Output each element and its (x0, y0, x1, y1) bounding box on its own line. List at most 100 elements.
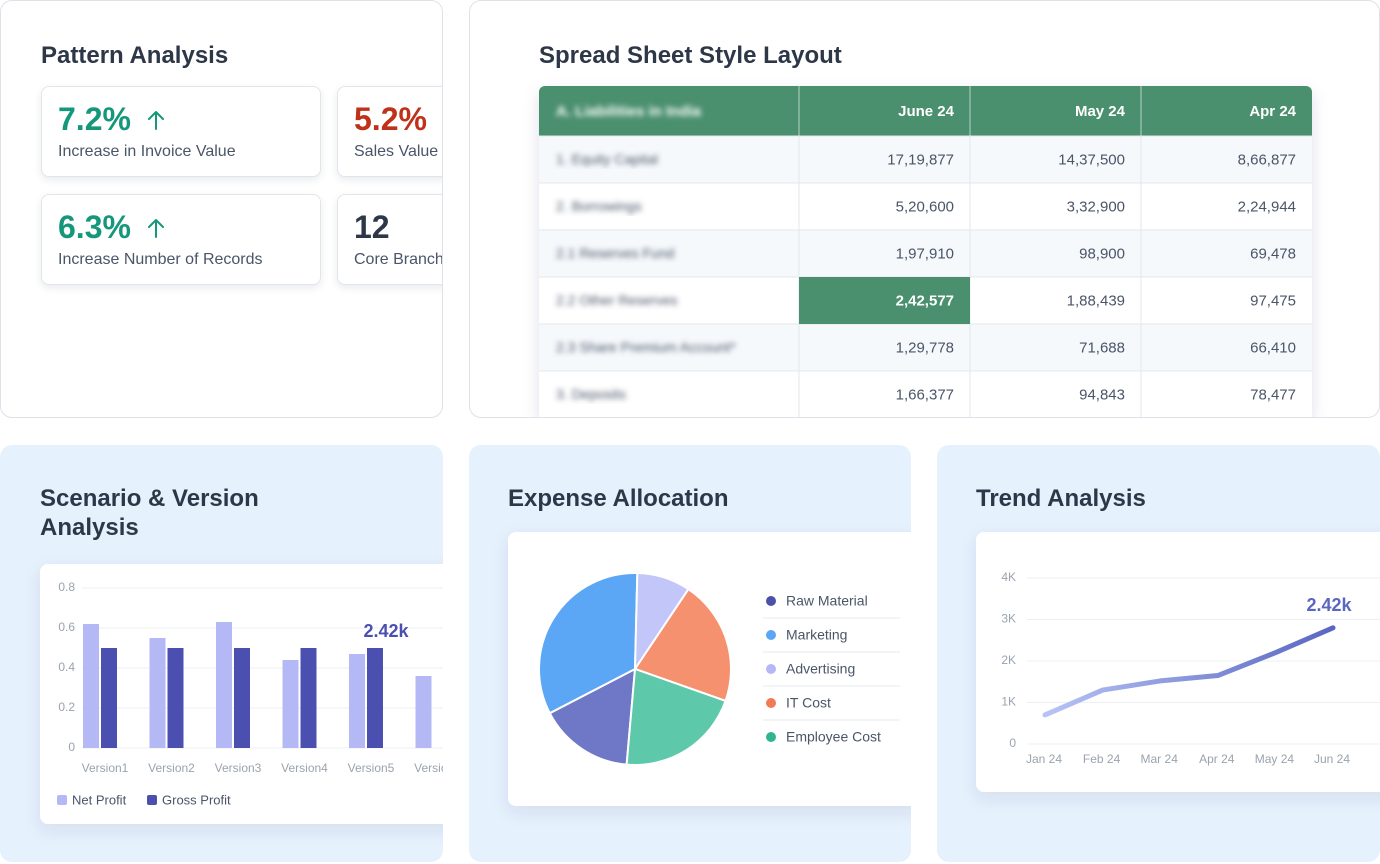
table-cell: 3,32,900 (1067, 198, 1125, 215)
legend-swatch (766, 698, 776, 708)
kpi-number: 5.2% (354, 101, 427, 137)
kpi-number: 6.3% (58, 209, 131, 245)
y-tick-label: 0 (1009, 736, 1016, 750)
table-row-bg (539, 324, 1312, 371)
table-cell: 17,19,877 (887, 151, 954, 168)
annotation: 2.42k (363, 621, 409, 641)
legend-swatch (147, 795, 157, 805)
header-cell: A. Liabilities in India (556, 103, 702, 120)
table-cell: 66,410 (1250, 339, 1296, 356)
y-tick-label: 3K (1001, 612, 1016, 626)
kpi-number: 12 (354, 209, 390, 245)
kpi-label: Core Branch (354, 251, 443, 268)
bar (101, 648, 117, 748)
kpi-label: Increase in Invoice Value (58, 143, 236, 160)
legend-label: Gross Profit (162, 792, 231, 807)
kpi-label: Sales Value (354, 143, 439, 160)
annotation: 2.42k (1306, 595, 1352, 615)
table-cell: 97,475 (1250, 292, 1296, 309)
table-cell: 71,688 (1079, 339, 1125, 356)
pattern-panel: Pattern Analysis 7.2% Increase in Invoice… (0, 0, 443, 418)
y-tick-label: 0.4 (58, 660, 75, 674)
bar (349, 654, 365, 748)
table-cell: 1,88,439 (1067, 292, 1125, 309)
y-tick-label: 4K (1001, 570, 1016, 584)
table-cell: 2,24,944 (1238, 198, 1296, 215)
legend-label: Advertising (786, 661, 855, 677)
y-tick-label: 2K (1001, 653, 1016, 667)
legend-swatch (766, 596, 776, 606)
table-cell: 98,900 (1079, 245, 1125, 262)
table-row-bg (539, 183, 1312, 230)
table-cell: 2.3 Share Premium Account* (556, 339, 736, 355)
panel-title: Trend Analysis (976, 485, 1146, 512)
x-tick-label: Apr 24 (1199, 752, 1235, 766)
table-row-bg (539, 136, 1312, 183)
trend-line (1042, 625, 1336, 718)
pie-slice (625, 667, 727, 766)
bar (167, 648, 184, 748)
header-cell: Apr 24 (1249, 103, 1296, 120)
table-header-bg (539, 96, 1312, 136)
arrow-up-icon (147, 218, 164, 238)
bar (282, 660, 299, 748)
legend-label: Employee Cost (786, 729, 881, 745)
bar (367, 648, 383, 748)
table-row-bg (539, 371, 1312, 417)
kpi-card: 7.2% Increase in Invoice Value (41, 86, 321, 177)
arrow-shape (147, 110, 164, 130)
panel-title: Spread Sheet Style Layout (539, 42, 842, 69)
kpi-label: Increase Number of Records (58, 251, 263, 268)
x-tick-label: Jan 24 (1026, 752, 1062, 766)
table-cell: 5,20,600 (896, 198, 954, 215)
table-cell: 94,843 (1079, 386, 1125, 403)
highlight-cell (799, 277, 970, 324)
legend-swatch (766, 664, 776, 674)
bar-svg: 0 0.2 0.4 0.6 0.8 Version1 Version2 Version3 Ver… (40, 564, 443, 824)
bar (83, 624, 99, 748)
arrow-shape (147, 218, 164, 238)
x-tick-label: Version4 (281, 761, 328, 775)
table-svg: A. Liabilities in India June 24 May 24 Apr … (539, 86, 1312, 417)
kpi-value: 6.3% (58, 209, 167, 246)
table-cell: 1,66,377 (896, 386, 954, 403)
table-cell: 2.2 Other Reserves (556, 292, 677, 308)
legend-swatch (766, 630, 776, 640)
kpi-card: 6.3% Increase Number of Records (41, 194, 321, 285)
kpi-value: 12 (354, 209, 390, 246)
bar (149, 638, 166, 748)
legend-swatch (766, 732, 776, 742)
spreadsheet-panel: A. Liabilities in India June 24 May 24 Apr … (469, 0, 1380, 418)
y-tick-label: 0.2 (58, 700, 75, 714)
kpi-value: 7.2% (58, 101, 167, 138)
x-tick-label: May 24 (1255, 752, 1295, 766)
chart-card (976, 532, 1380, 792)
pie-panel: Raw Material Marketing Advertising IT Cost E… (469, 445, 911, 862)
table-cell: 1. Equity Capital (556, 151, 658, 167)
y-tick-label: 0.8 (58, 580, 75, 594)
kpi-value: 5.2% (354, 101, 427, 138)
y-tick-label: 0.6 (58, 620, 75, 634)
panel-title: Expense Allocation (508, 485, 729, 512)
table-row-bg (539, 230, 1312, 277)
bar (234, 648, 250, 748)
table-cell: 2,42,577 (896, 292, 954, 309)
table-cell: 1,29,778 (896, 339, 954, 356)
table-cell: 2. Borrowings (556, 198, 642, 214)
x-tick-label: Version6 (414, 761, 443, 775)
x-tick-label: Feb 24 (1083, 752, 1121, 766)
legend-label: IT Cost (786, 695, 831, 711)
x-tick-label: Jun 24 (1314, 752, 1350, 766)
bar (300, 648, 317, 748)
panel-title: Scenario & Version Analysis (40, 485, 259, 541)
legend-label: Marketing (786, 627, 847, 643)
x-tick-label: Version2 (148, 761, 195, 775)
table-cell: 14,37,500 (1058, 151, 1125, 168)
pie-slice (538, 572, 639, 715)
kpi-number: 7.2% (58, 101, 131, 137)
legend-swatch (57, 795, 67, 805)
table-cell: 69,478 (1250, 245, 1296, 262)
pie-slice (548, 667, 637, 766)
x-tick-label: Version3 (215, 761, 262, 775)
